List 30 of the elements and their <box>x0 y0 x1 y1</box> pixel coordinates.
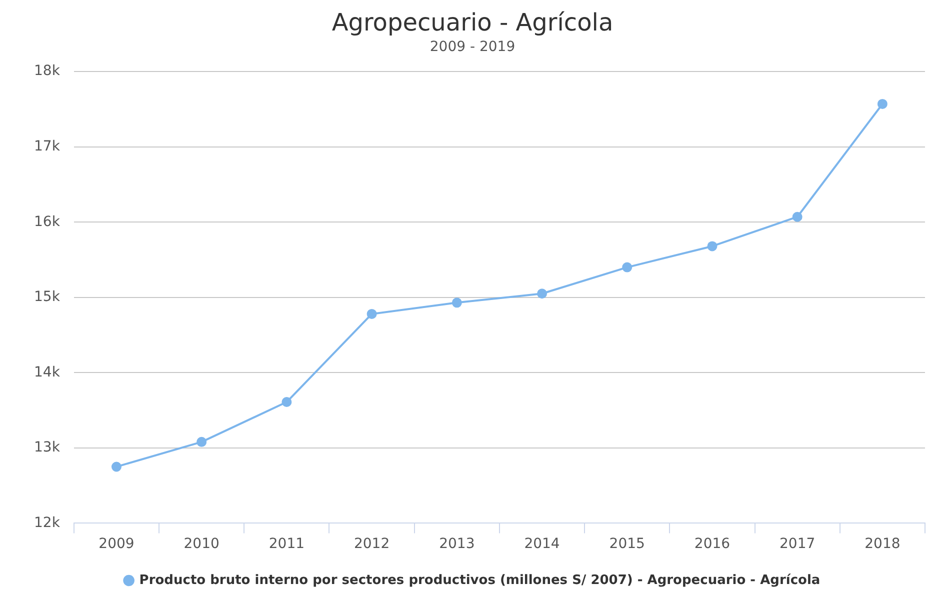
y-tick-label: 17k <box>34 138 61 155</box>
y-tick-label: 16k <box>34 214 61 230</box>
y-tick-label: 13k <box>34 440 61 456</box>
x-tick-label: 2014 <box>524 536 560 552</box>
x-tick-label: 2016 <box>694 536 730 552</box>
y-tick-label: 18k <box>34 63 61 80</box>
point <box>196 436 207 447</box>
y-tick-label: 12k <box>34 514 61 531</box>
x-tick-label: 2018 <box>864 536 900 552</box>
point <box>282 397 292 408</box>
legend-label: Producto bruto interno por sectores productivos (millones S/ 2007) - Agropecuario - Agrícola <box>139 572 820 588</box>
x-tick-label: 2012 <box>354 536 390 552</box>
chart-title: Agropecuario - Agrícola <box>332 8 614 37</box>
x-tick-label: 2009 <box>98 536 134 552</box>
point <box>537 288 548 299</box>
y-tick-label: 14k <box>34 364 61 380</box>
point <box>111 462 122 472</box>
point <box>877 98 888 109</box>
point <box>366 308 377 319</box>
x-tick-label: 2017 <box>780 536 816 552</box>
point <box>622 262 632 272</box>
x-tick-label: 2010 <box>184 536 220 552</box>
chart-subtitle: 2009 - 2019 <box>430 38 516 55</box>
point <box>792 212 802 222</box>
x-tick-label: 2013 <box>439 536 475 552</box>
point <box>707 241 718 252</box>
x-tick-label: 2011 <box>268 536 305 552</box>
point <box>452 298 462 308</box>
y-tick-label: 15k <box>34 289 61 306</box>
x-tick-label: 2015 <box>609 536 645 552</box>
